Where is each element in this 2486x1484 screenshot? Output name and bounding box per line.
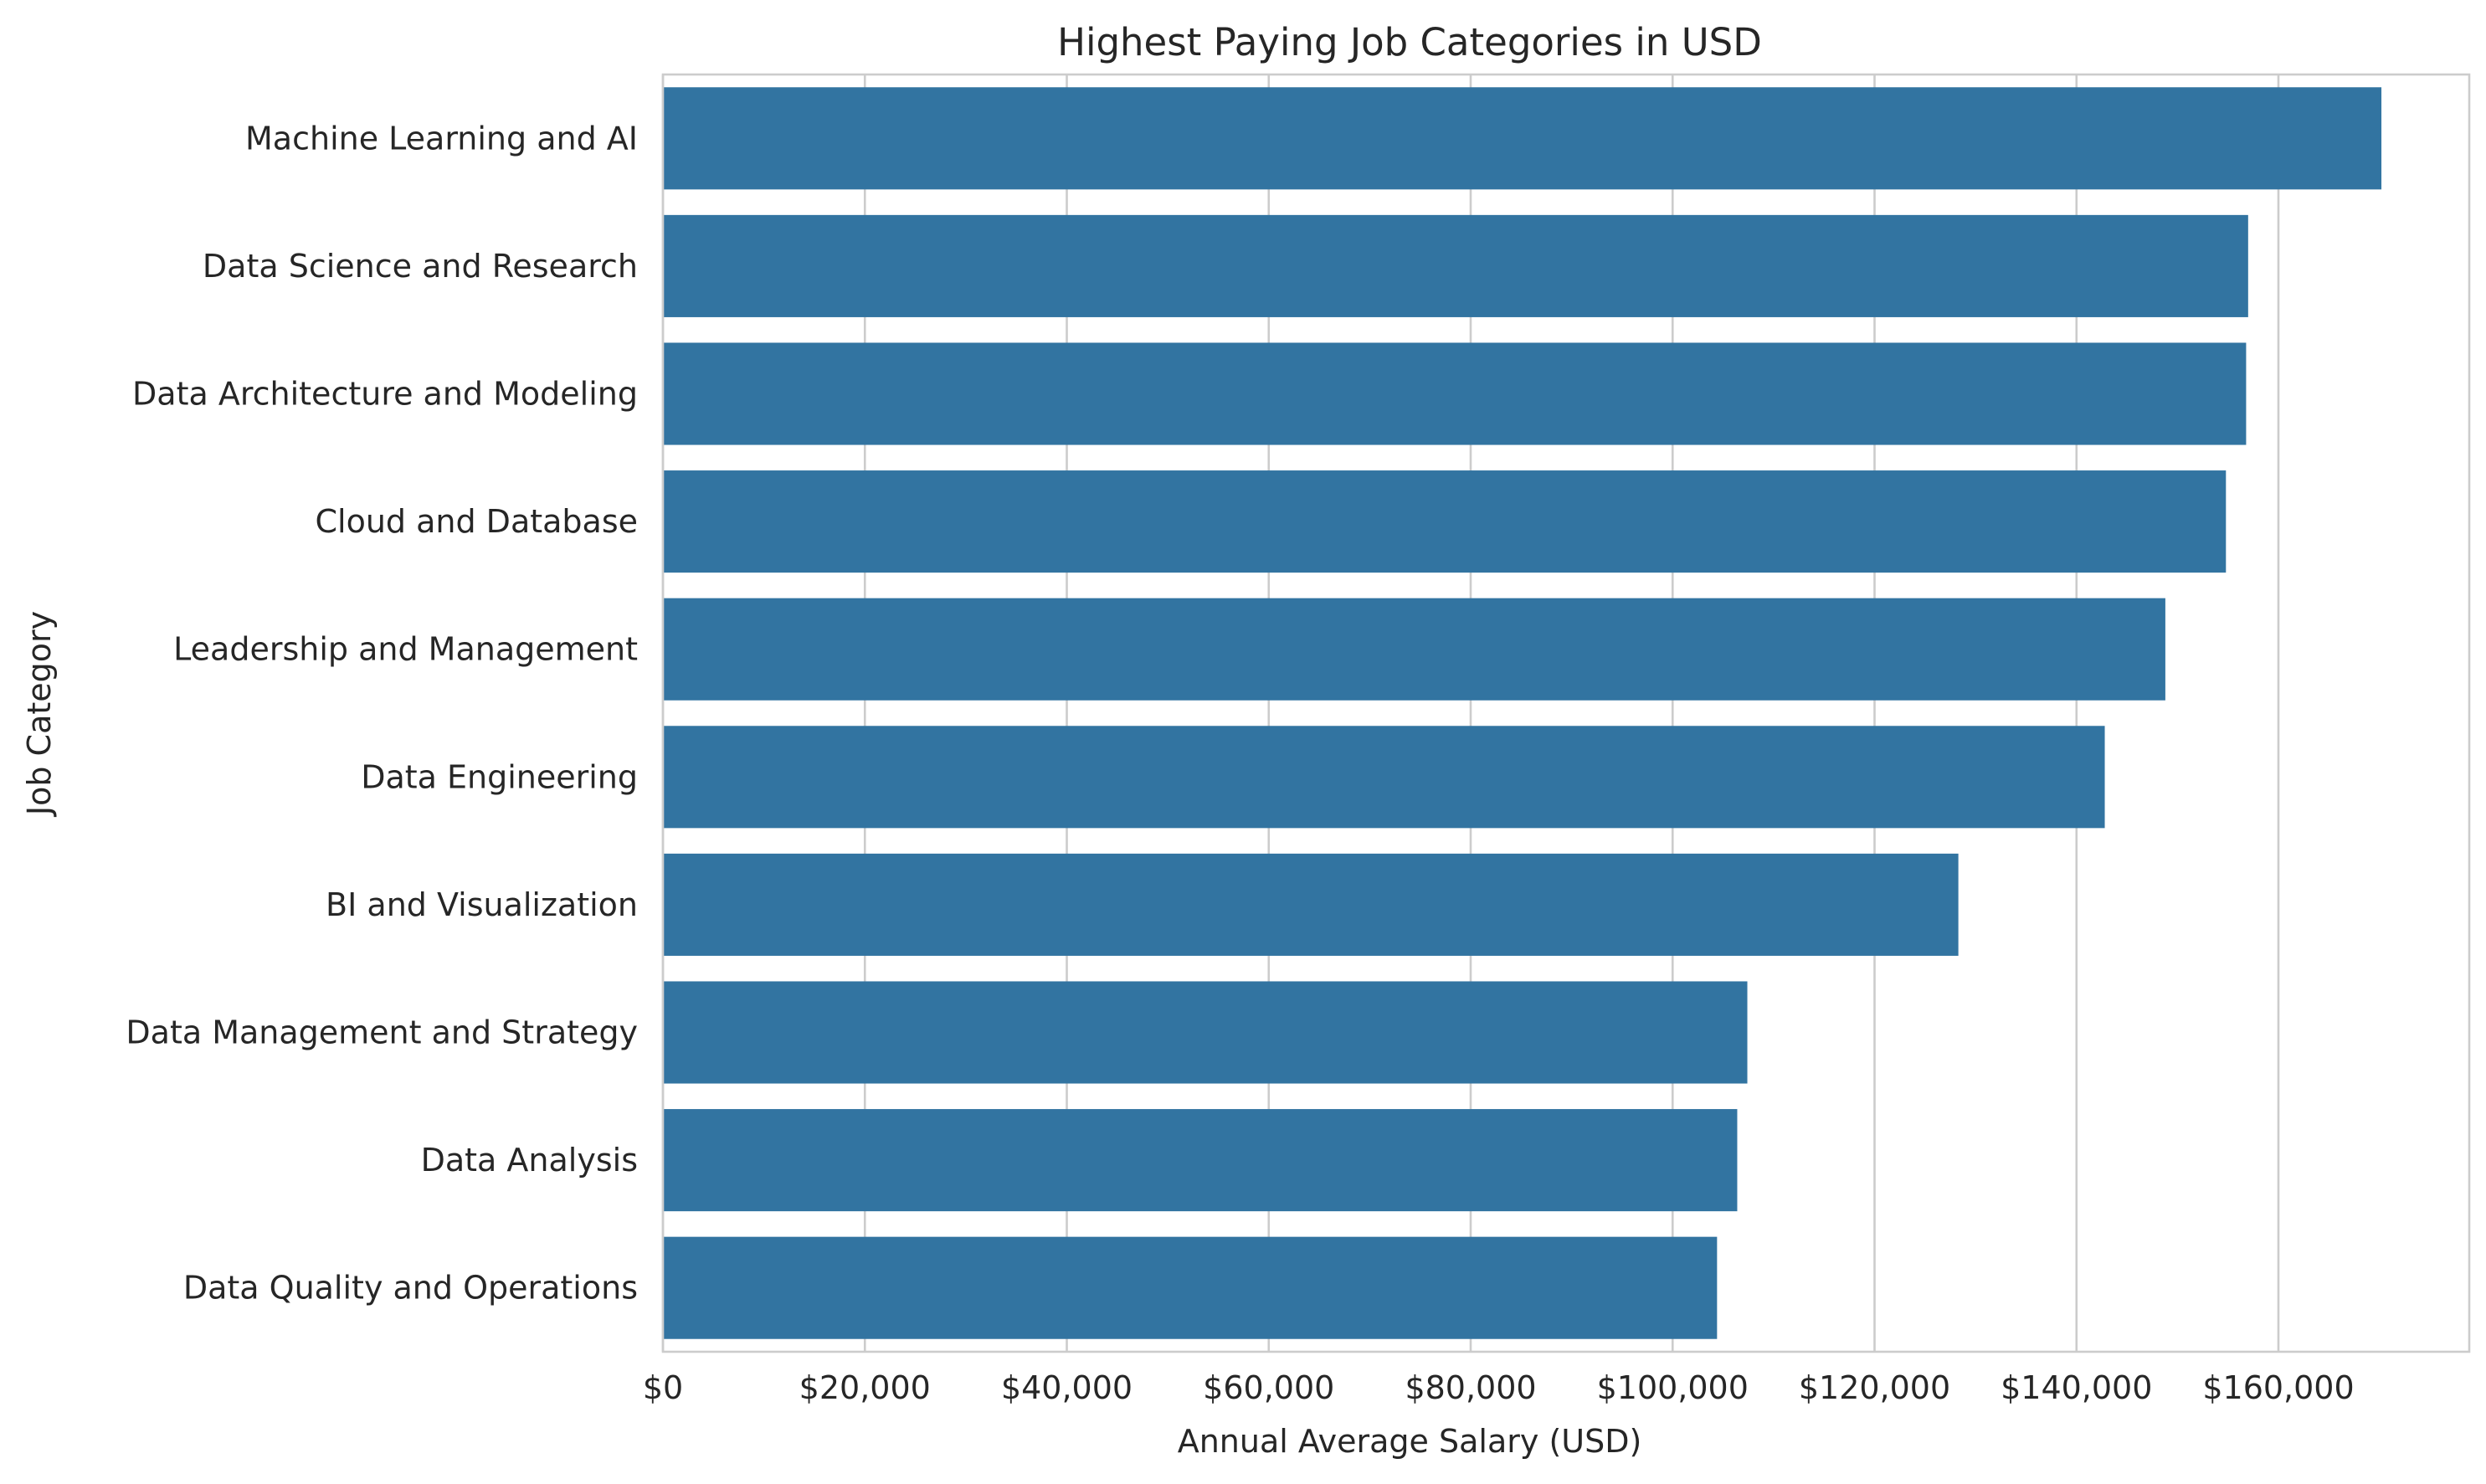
x-tick-label-8: $160,000 <box>2202 1369 2354 1406</box>
y-tick-labels: Machine Learning and AI Data Science and … <box>126 120 638 1306</box>
bars <box>663 87 2382 1339</box>
bar-2 <box>663 342 2247 445</box>
bar-8 <box>663 1109 1738 1212</box>
x-tick-label-3: $60,000 <box>1203 1369 1334 1406</box>
bar-1 <box>663 214 2248 317</box>
y-tick-label-5: Data Engineering <box>361 758 638 795</box>
x-tick-label-1: $20,000 <box>799 1369 931 1406</box>
bar-3 <box>663 470 2227 573</box>
bar-5 <box>663 726 2105 829</box>
bar-4 <box>663 598 2165 701</box>
bar-6 <box>663 853 1959 956</box>
plot-frame <box>661 73 2471 1353</box>
bar-0 <box>663 87 2382 190</box>
y-tick-label-8: Data Analysis <box>421 1142 638 1178</box>
bar-7 <box>663 981 1748 1084</box>
y-tick-label-6: BI and Visualization <box>326 886 638 923</box>
axes-frame <box>661 73 2471 1353</box>
y-tick-label-9: Data Quality and Operations <box>183 1270 638 1307</box>
x-tick-label-0: $0 <box>643 1369 683 1406</box>
y-axis-label: Job Category <box>21 611 58 817</box>
y-tick-label-0: Machine Learning and AI <box>245 120 638 157</box>
chart-title: Highest Paying Job Categories in USD <box>1057 20 1762 64</box>
y-tick-label-3: Cloud and Database <box>315 503 638 540</box>
x-tick-label-2: $40,000 <box>1001 1369 1133 1406</box>
bar-9 <box>663 1236 1718 1339</box>
x-tick-labels: $0 $20,000 $40,000 $60,000 $80,000 $100,000 $1… <box>643 1369 2355 1406</box>
x-tick-label-4: $80,000 <box>1405 1369 1536 1406</box>
y-tick-label-2: Data Architecture and Modeling <box>132 376 638 413</box>
x-tick-label-5: $100,000 <box>1597 1369 1749 1406</box>
y-tick-label-1: Data Science and Research <box>203 248 638 285</box>
x-tick-label-7: $140,000 <box>2001 1369 2152 1406</box>
y-tick-label-7: Data Management and Strategy <box>126 1014 638 1051</box>
y-tick-label-4: Leadership and Management <box>173 631 638 668</box>
x-axis-label: Annual Average Salary (USD) <box>1178 1423 1642 1460</box>
x-tick-label-6: $120,000 <box>1799 1369 1950 1406</box>
